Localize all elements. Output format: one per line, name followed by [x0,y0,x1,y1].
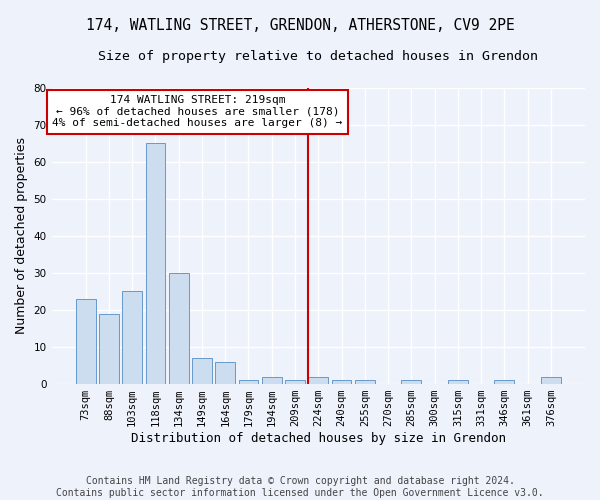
Bar [146,144,166,384]
Bar [401,380,421,384]
Bar [76,299,95,384]
X-axis label: Distribution of detached houses by size in Grendon: Distribution of detached houses by size … [131,432,506,445]
Bar [192,358,212,384]
Bar [355,380,374,384]
Bar [494,380,514,384]
Bar [541,376,561,384]
Bar [332,380,352,384]
Bar [448,380,468,384]
Bar [169,273,188,384]
Bar [308,376,328,384]
Y-axis label: Number of detached properties: Number of detached properties [15,138,28,334]
Bar [99,314,119,384]
Title: Size of property relative to detached houses in Grendon: Size of property relative to detached ho… [98,50,538,63]
Bar [239,380,259,384]
Text: Contains HM Land Registry data © Crown copyright and database right 2024.
Contai: Contains HM Land Registry data © Crown c… [56,476,544,498]
Bar [215,362,235,384]
Bar [262,376,281,384]
Bar [285,380,305,384]
Bar [122,292,142,384]
Text: 174 WATLING STREET: 219sqm
← 96% of detached houses are smaller (178)
4% of semi: 174 WATLING STREET: 219sqm ← 96% of deta… [52,95,343,128]
Text: 174, WATLING STREET, GRENDON, ATHERSTONE, CV9 2PE: 174, WATLING STREET, GRENDON, ATHERSTONE… [86,18,514,32]
